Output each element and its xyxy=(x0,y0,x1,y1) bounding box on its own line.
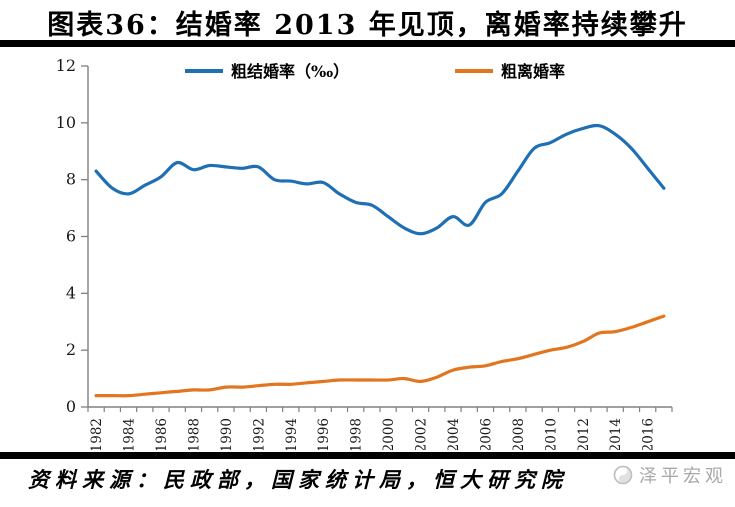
x-tick-label: 1986 xyxy=(154,418,170,450)
x-tick-label: 2010 xyxy=(543,418,559,450)
brand-logo-icon xyxy=(613,465,633,485)
watermark: 泽平宏观 xyxy=(612,462,727,488)
marriage-line xyxy=(94,123,666,236)
x-tick-label: 1984 xyxy=(122,418,138,450)
x-tick-label: 1992 xyxy=(251,418,267,450)
y-tick-label: 2 xyxy=(66,340,76,359)
chart-legend: 粗结婚率（‰） 粗离婚率 xyxy=(185,62,565,81)
x-tick-label: 2004 xyxy=(446,418,462,450)
top-divider-bar xyxy=(0,40,735,47)
legend-label-divorce: 粗离婚率 xyxy=(501,62,565,81)
x-tick-label: 1994 xyxy=(284,418,300,450)
x-tick-label: 2002 xyxy=(414,418,430,450)
x-tick-label: 2014 xyxy=(608,418,624,450)
chart-axes: 0 2 4 6 8 10 12 1982 1984 1986 1988 1990 1992 1994 199… xyxy=(56,56,673,450)
x-tick-label: 1982 xyxy=(89,418,105,450)
x-tick-label: 2008 xyxy=(511,418,527,450)
x-tick-label: 2000 xyxy=(381,418,397,450)
x-tick-label: 2012 xyxy=(576,418,592,450)
x-tick-label: 2006 xyxy=(478,418,494,450)
x-tick-label: 1996 xyxy=(316,418,332,450)
chart-title: 图表36：结婚率 2013 年见顶，离婚率持续攀升 xyxy=(47,10,688,41)
y-tick-label: 10 xyxy=(56,113,76,132)
y-tick-label: 0 xyxy=(66,397,76,416)
footer: 资料来源：民政部，国家统计局，恒大研究院 泽平宏观 xyxy=(28,464,727,494)
y-tick-label: 6 xyxy=(66,227,76,246)
axis-lines xyxy=(87,66,672,408)
x-tick-label: 1988 xyxy=(186,418,202,450)
bottom-divider-bar xyxy=(0,452,735,459)
x-tick-label: 1990 xyxy=(219,418,235,450)
source-text: 资料来源：民政部，国家统计局，恒大研究院 xyxy=(28,467,568,492)
divorce-line xyxy=(94,314,666,398)
watermark-text: 泽平宏观 xyxy=(639,466,727,487)
chart-svg: 0 2 4 6 8 10 12 1982 1984 1986 1988 1990 1992 1994 199… xyxy=(56,56,673,450)
legend-label-marriage: 粗结婚率（‰） xyxy=(231,62,349,81)
y-tick-label: 8 xyxy=(66,170,76,189)
x-tick-label: 1998 xyxy=(349,418,365,450)
x-tick-label: 2016 xyxy=(641,418,657,450)
y-tick-label: 12 xyxy=(56,56,76,75)
y-tick-label: 4 xyxy=(66,283,76,302)
